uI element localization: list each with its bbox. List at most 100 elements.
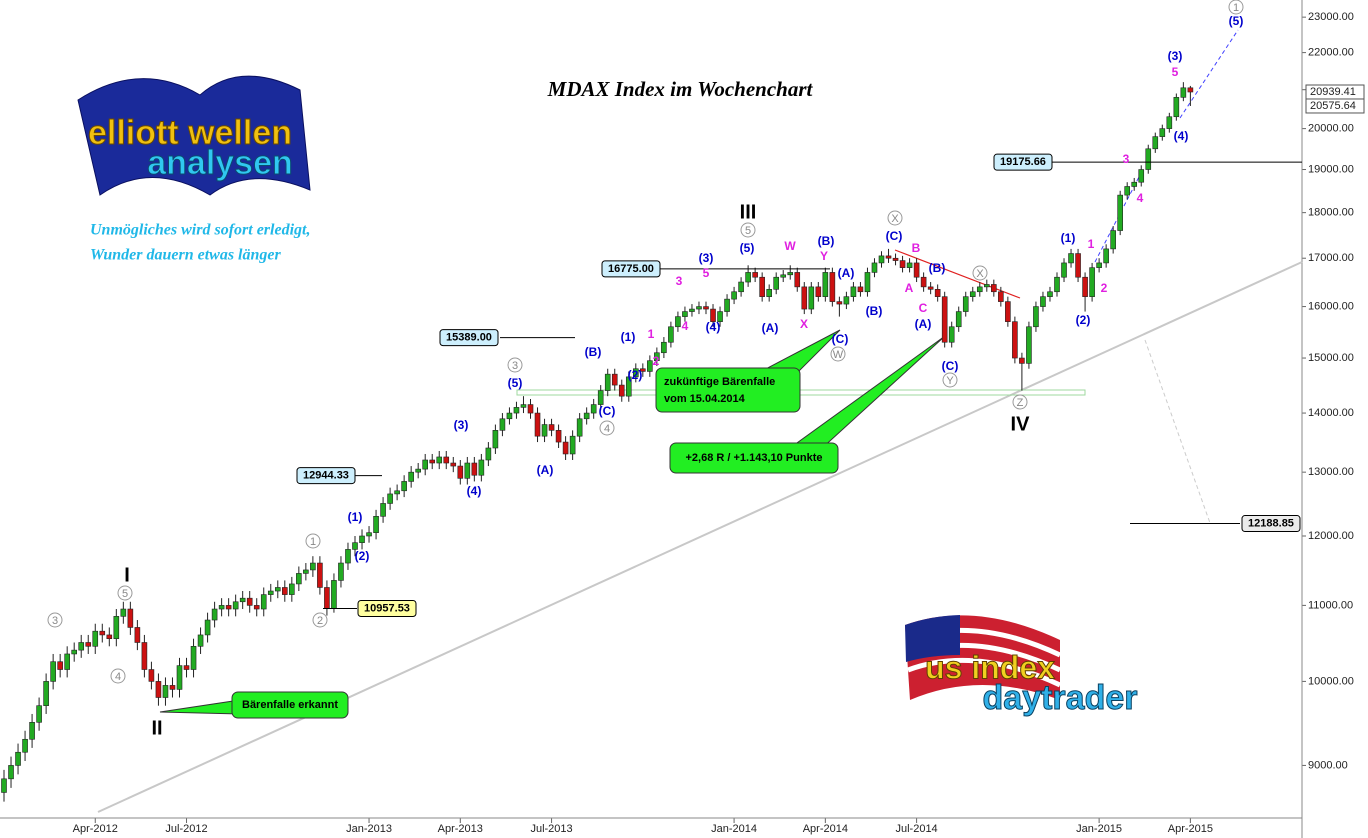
candle-body [1054, 276, 1060, 293]
y-tick-label: 17000.00 [1308, 252, 1354, 264]
candle-body [211, 608, 218, 621]
candle-body [36, 705, 42, 723]
candle-body [1068, 253, 1074, 264]
logo-daytrader: us index daytrader [904, 615, 1138, 717]
candle-body [471, 462, 478, 476]
wave-circle [830, 346, 846, 362]
candle-body [857, 286, 864, 293]
candle-body [338, 562, 344, 581]
y-tick-label: 10000.00 [1308, 675, 1354, 687]
wave-label: 2 [317, 615, 323, 627]
level-box [993, 153, 1053, 171]
wave-label: (5) [740, 241, 755, 255]
candle-body [1019, 357, 1025, 364]
trend-line-red [894, 249, 1021, 299]
candle-body [352, 542, 358, 550]
grid: 9000.00 10000.00 11000.00 12000.00 13000.00 1… [73, 11, 1354, 835]
level-label: 19175.66 [1000, 156, 1046, 168]
candle-body [78, 642, 85, 651]
candle-body [1124, 186, 1130, 196]
y-tick-label: 14000.00 [1308, 407, 1354, 419]
wave-label: III [740, 201, 757, 223]
logo-text: daytrader [983, 679, 1138, 717]
wave-label: 3 [676, 274, 683, 288]
level-box [601, 260, 661, 278]
wave-label: 3 [52, 615, 58, 627]
wave-label: (4) [467, 484, 482, 498]
x-tick-label: Jan-2014 [711, 823, 757, 835]
candle-body [703, 306, 709, 310]
candle-body [843, 296, 850, 305]
wave-label: 3 [512, 360, 518, 372]
wave-label: 1 [1088, 237, 1095, 251]
candle-body [1187, 87, 1194, 93]
candle-body [675, 316, 681, 328]
candle-body [162, 685, 169, 698]
callout: +2,68 R / +1.143,10 Punkte [669, 335, 946, 474]
candle-body [766, 289, 772, 297]
candle-body [1005, 301, 1011, 322]
wave-label: (1) [348, 510, 363, 524]
level-box [296, 467, 356, 485]
candle-body [597, 390, 604, 405]
wave-label: Z [1017, 397, 1024, 409]
support-band [516, 389, 1086, 396]
candle-body [169, 685, 176, 690]
candle-body [478, 459, 485, 476]
candle-body [654, 352, 660, 362]
wave-circle [1228, 0, 1244, 15]
wave-label: C [919, 301, 928, 315]
candle-body [1159, 128, 1166, 137]
level-box [1241, 515, 1301, 533]
logo-text: us index [925, 649, 1055, 685]
candle-body [1152, 136, 1159, 150]
candle-body [576, 418, 583, 437]
candle-body [1040, 296, 1046, 307]
candle-body [955, 311, 962, 328]
candle-body [260, 594, 267, 610]
candle-body [1180, 87, 1187, 98]
candle-body [520, 404, 527, 408]
wave-label: 4 [115, 671, 121, 683]
wave-label: (4) [1174, 129, 1189, 143]
candle-body [836, 301, 843, 305]
candle-body [1047, 291, 1053, 297]
candle-body [808, 286, 815, 310]
candle-body [899, 260, 906, 268]
candle-body [218, 605, 225, 610]
level-label: 15389.00 [446, 332, 492, 344]
annotations: 20939.41 20575.64 15389.00 16775.00 12944.33… [47, 0, 1365, 739]
candle-body [436, 456, 443, 464]
level-box [439, 329, 499, 347]
callout: Bärenfalle erkannt [159, 691, 349, 719]
wave-circle [110, 668, 126, 684]
candle-body [303, 569, 309, 574]
candle-body [527, 404, 534, 414]
y-tick-label: 20000.00 [1308, 123, 1354, 135]
candle-body [976, 286, 983, 293]
candle-body [752, 272, 758, 278]
candle-body [1145, 148, 1152, 170]
wave-label: 5 [703, 266, 710, 280]
candle-body [991, 284, 997, 293]
candle-body [815, 286, 822, 297]
price-label: 20575.64 [1310, 100, 1356, 112]
candle-body [141, 642, 148, 670]
wave-label: W [833, 349, 844, 361]
x-tick-label: Jul-2014 [895, 823, 937, 835]
candle-body [850, 286, 857, 297]
y-tick-label: 12000.00 [1308, 530, 1354, 542]
candle-body [394, 490, 400, 495]
trend-line [97, 261, 1303, 813]
candle-body [506, 412, 513, 420]
candle-body [590, 404, 597, 414]
x-tick-label: Jul-2012 [165, 823, 207, 835]
candle-body [422, 459, 429, 470]
candle-body [731, 291, 737, 300]
logo-elliott: elliott wellen analysen [77, 75, 311, 196]
candle-body [738, 281, 744, 293]
candle-body [1026, 326, 1032, 364]
level-label: 16775.00 [608, 263, 654, 275]
wave-label: (A) [915, 317, 932, 331]
wave-label: (2) [1076, 313, 1091, 327]
